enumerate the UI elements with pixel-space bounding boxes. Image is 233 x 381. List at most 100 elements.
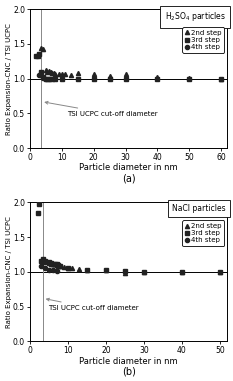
2nd step	[66, 266, 69, 270]
Line: 2nd step: 2nd step	[43, 260, 222, 275]
2nd step	[219, 270, 221, 274]
2nd step	[49, 69, 52, 74]
3rd step	[156, 76, 159, 81]
3rd step	[59, 263, 62, 268]
3rd step	[220, 76, 223, 81]
2nd step	[41, 47, 44, 52]
2nd step	[108, 74, 111, 78]
2nd step	[123, 270, 126, 275]
3rd step	[36, 211, 39, 216]
3rd step	[54, 76, 57, 81]
2nd step	[48, 261, 50, 265]
3rd step	[40, 69, 42, 74]
3rd step	[55, 262, 58, 267]
2nd step	[51, 71, 54, 75]
4th step	[51, 268, 54, 273]
2nd step	[70, 266, 73, 271]
3rd step	[42, 256, 45, 261]
4th step	[48, 267, 50, 272]
2nd step	[53, 262, 56, 267]
2nd step	[124, 72, 127, 77]
Text: H$_2$SO$_4$ particles: H$_2$SO$_4$ particles	[165, 10, 226, 24]
2nd step	[57, 72, 60, 77]
3rd step	[41, 75, 44, 80]
Line: 2nd step: 2nd step	[39, 46, 223, 81]
4th step	[55, 269, 58, 274]
2nd step	[104, 268, 107, 273]
4th step	[41, 75, 44, 80]
3rd step	[92, 76, 95, 81]
2nd step	[63, 265, 65, 269]
3rd step	[188, 76, 191, 81]
Y-axis label: Ratio Expansion-CNC / TSI UCPC: Ratio Expansion-CNC / TSI UCPC	[6, 216, 12, 328]
3rd step	[219, 270, 221, 274]
Line: 4th step: 4th step	[39, 264, 59, 273]
3rd step	[104, 268, 107, 273]
3rd step	[143, 270, 145, 274]
2nd step	[51, 261, 54, 266]
2nd step	[46, 70, 49, 75]
Text: TSI UCPC cut-off diameter: TSI UCPC cut-off diameter	[45, 101, 158, 117]
2nd step	[86, 267, 88, 272]
Line: 3rd step: 3rd step	[34, 52, 223, 81]
4th step	[40, 264, 43, 269]
2nd step	[76, 71, 79, 75]
3rd step	[38, 202, 41, 207]
2nd step	[48, 69, 50, 73]
2nd step	[188, 75, 191, 80]
Line: 3rd step: 3rd step	[35, 202, 222, 274]
X-axis label: Particle diameter in nm: Particle diameter in nm	[79, 357, 178, 366]
3rd step	[35, 53, 38, 58]
3rd step	[181, 270, 183, 274]
2nd step	[143, 270, 145, 274]
3rd step	[51, 76, 54, 81]
Text: TSI UCPC cut-off diameter: TSI UCPC cut-off diameter	[47, 298, 138, 311]
3rd step	[49, 261, 52, 265]
2nd step	[59, 264, 62, 269]
2nd step	[64, 72, 66, 77]
3rd step	[60, 76, 63, 81]
Line: 4th step: 4th step	[38, 73, 51, 81]
2nd step	[44, 260, 47, 264]
Legend: 2nd step, 3rd step, 4th step: 2nd step, 3rd step, 4th step	[182, 27, 224, 53]
4th step	[45, 76, 47, 81]
2nd step	[60, 72, 63, 77]
3rd step	[86, 267, 88, 272]
3rd step	[48, 76, 50, 81]
3rd step	[53, 261, 56, 266]
2nd step	[40, 46, 42, 50]
3rd step	[123, 269, 126, 274]
2nd step	[55, 263, 58, 267]
3rd step	[45, 76, 47, 81]
2nd step	[54, 72, 57, 76]
3rd step	[51, 261, 54, 266]
Y-axis label: Ratio Expansion-CNC / TSI UCPC: Ratio Expansion-CNC / TSI UCPC	[6, 23, 12, 134]
2nd step	[52, 71, 55, 75]
2nd step	[45, 68, 47, 72]
Text: (a): (a)	[122, 173, 136, 183]
3rd step	[37, 54, 39, 59]
2nd step	[57, 263, 60, 268]
2nd step	[70, 73, 73, 77]
2nd step	[220, 76, 223, 81]
Text: (b): (b)	[122, 367, 136, 376]
3rd step	[38, 52, 41, 56]
3rd step	[124, 76, 127, 81]
3rd step	[66, 266, 69, 270]
2nd step	[92, 72, 95, 77]
4th step	[44, 266, 47, 271]
3rd step	[48, 260, 50, 264]
2nd step	[78, 267, 81, 271]
3rd step	[57, 263, 60, 267]
3rd step	[40, 258, 43, 263]
Text: NaCl particles: NaCl particles	[172, 204, 226, 213]
X-axis label: Particle diameter in nm: Particle diameter in nm	[79, 163, 178, 173]
4th step	[38, 73, 41, 77]
2nd step	[156, 74, 159, 79]
2nd step	[49, 261, 52, 266]
3rd step	[76, 76, 79, 81]
4th step	[48, 76, 50, 81]
3rd step	[44, 259, 47, 264]
Legend: 2nd step, 3rd step, 4th step: 2nd step, 3rd step, 4th step	[182, 221, 224, 246]
2nd step	[181, 270, 183, 274]
